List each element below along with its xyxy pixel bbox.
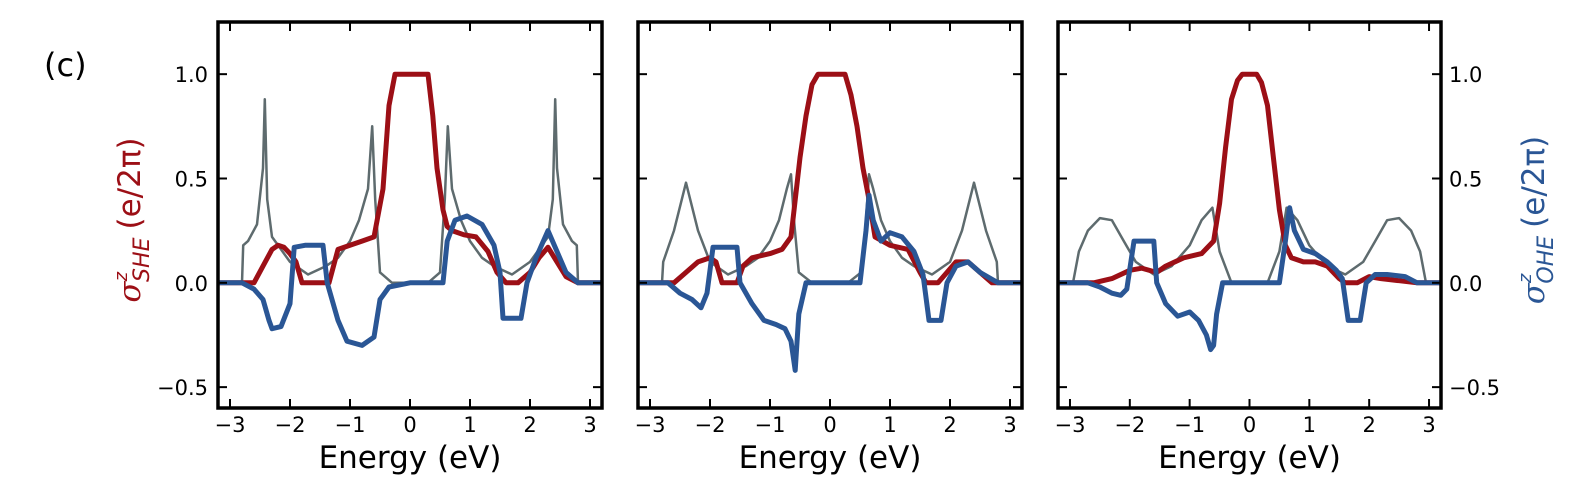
x-tick-label: 2 [1363, 413, 1376, 437]
x-tick-label: 1 [1303, 413, 1316, 437]
y-label-ohe-unit: (e/2π) [1516, 136, 1552, 228]
plot-frame [216, 20, 604, 410]
y-tick-label-right: 1.0 [1449, 63, 1482, 87]
y-tick-label-left: 0.5 [175, 167, 208, 191]
x-tick-label: 0 [823, 413, 836, 437]
y-tick-label-left: 0.0 [175, 272, 208, 296]
x-tick-label: −2 [695, 413, 726, 437]
y-label-ohe-sub: OHE [1534, 236, 1559, 284]
x-tick-label: 3 [583, 413, 596, 437]
y-axis-label-she: σzSHE (e/2π) [111, 137, 155, 302]
x-tick-label: 3 [1003, 413, 1016, 437]
series-ohe-line [1058, 205, 1441, 353]
y-tick-label-right: −0.5 [1449, 376, 1500, 400]
x-tick-label: 1 [463, 413, 476, 437]
panel-label: (c) [44, 46, 87, 84]
series-ohe-line [638, 192, 1022, 373]
x-axis-label: Energy (eV) [739, 440, 922, 476]
plot-frame [636, 20, 1024, 410]
x-tick-label: −3 [215, 413, 246, 437]
chart-panels: −3 −2 −1 0 1 2 3 Energy (eV) −0.5 0.0 0.5 1.0 −3 −2 −1… [157, 20, 1500, 476]
x-tick-label: −1 [335, 413, 366, 437]
x-axis-label: Energy (eV) [1158, 440, 1341, 476]
panel-3: −3 −2 −1 0 1 2 3 Energy (eV) −0.5 0.0 0.5 1.0 [1054, 20, 1500, 476]
x-tick-label: −1 [1174, 413, 1205, 437]
x-tick-label: −1 [755, 413, 786, 437]
y-label-ohe-sup: z [1515, 273, 1536, 284]
x-axis-label: Energy (eV) [319, 440, 502, 476]
series-dos-line [1058, 206, 1441, 285]
y-axis-label-ohe: σzOHE (e/2π) [1515, 136, 1559, 304]
series-she-line [218, 71, 602, 286]
x-tick-label: −3 [635, 413, 666, 437]
y-label-she-sup: z [111, 271, 132, 282]
y-tick-label-right: 0.5 [1449, 167, 1482, 191]
y-label-she-sub: SHE [130, 237, 155, 282]
y-label-she-unit: (e/2π) [112, 137, 148, 229]
y-label-she-symbol: σ [112, 281, 148, 303]
panel-2: −3 −2 −1 0 1 2 3 Energy (eV) [635, 20, 1024, 476]
x-tick-label: −3 [1054, 413, 1085, 437]
y-tick-label-right: 0.0 [1449, 272, 1482, 296]
y-tick-label-left: −0.5 [157, 376, 208, 400]
x-tick-label: −2 [275, 413, 306, 437]
series-ohe-line [218, 213, 602, 348]
x-tick-label: 3 [1422, 413, 1435, 437]
x-tick-label: −2 [1114, 413, 1145, 437]
y-tick-label-left: 1.0 [175, 63, 208, 87]
x-tick-label: 1 [883, 413, 896, 437]
panel-1: −3 −2 −1 0 1 2 3 Energy (eV) −0.5 0.0 0.5 1.0 [157, 20, 604, 476]
series-she-line [1058, 71, 1441, 286]
x-tick-label: 0 [1243, 413, 1256, 437]
plot-frame [1056, 20, 1443, 410]
x-tick-label: 0 [403, 413, 416, 437]
x-tick-label: 2 [523, 413, 536, 437]
series-she-line [638, 71, 1022, 286]
x-tick-label: 2 [943, 413, 956, 437]
y-label-ohe-symbol: σ [1516, 282, 1552, 304]
